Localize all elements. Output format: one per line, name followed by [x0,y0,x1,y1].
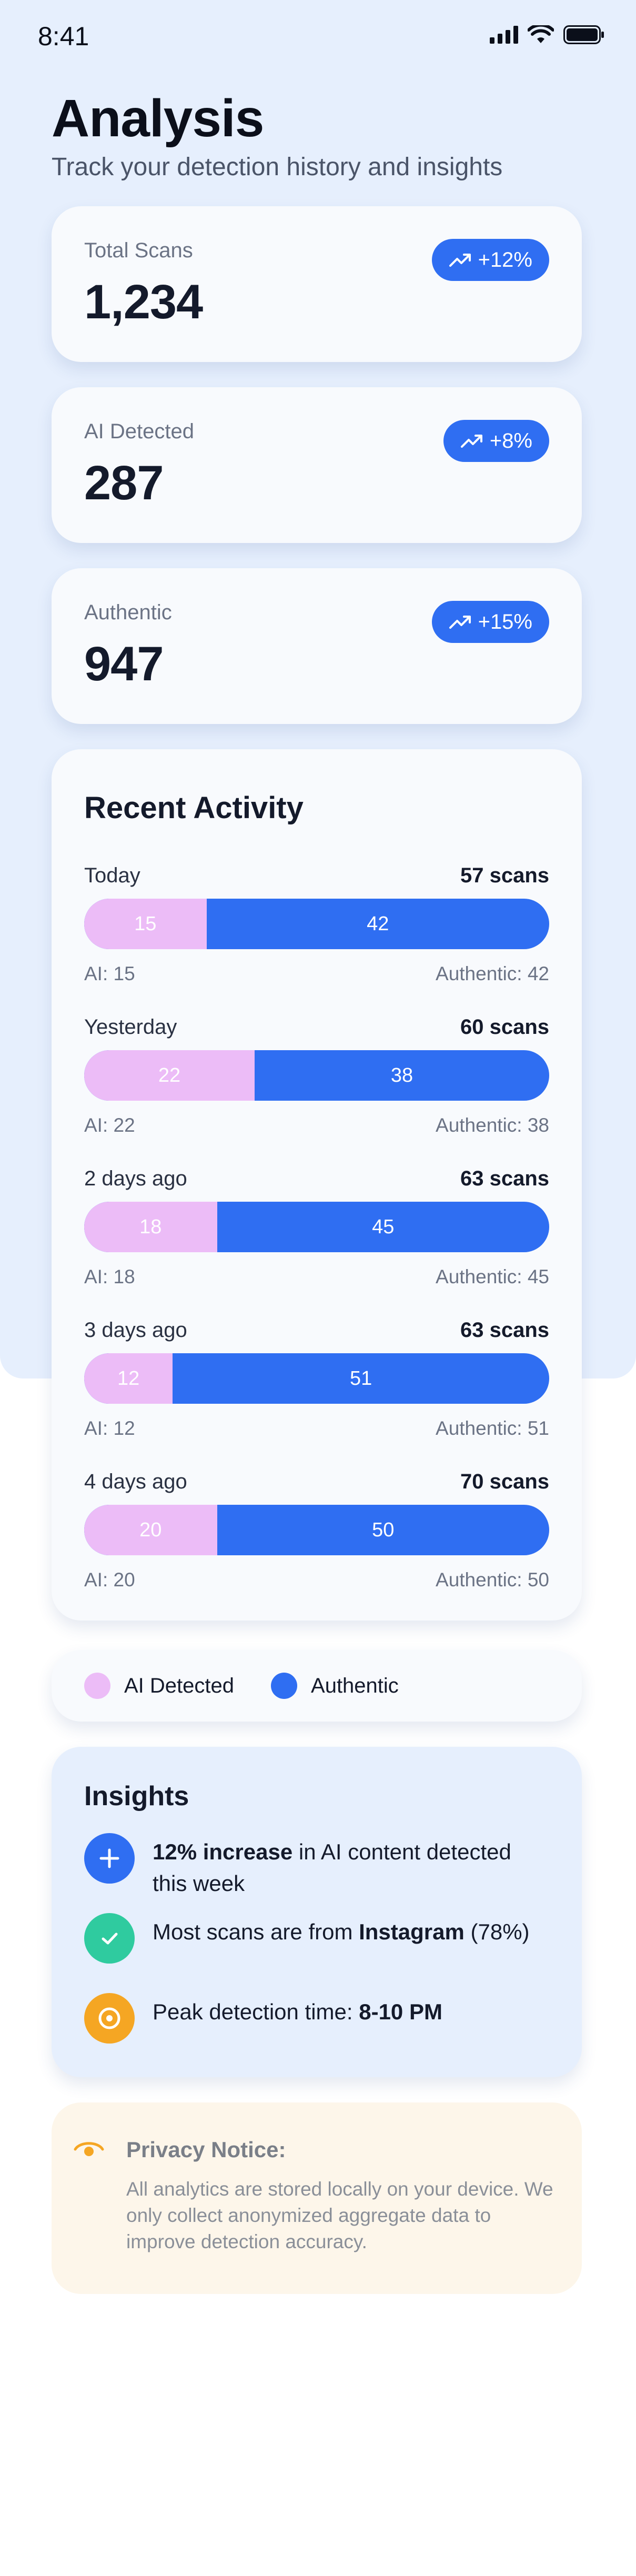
authentic-caption: Authentic: 38 [436,1114,549,1136]
privacy-notice-card: Privacy Notice: All analytics are stored… [52,2102,582,2294]
legend-authentic-label: Authentic [311,1674,399,1697]
recent-activity-card: Recent Activity Today 57 scans 15 42 AI:… [52,749,582,1621]
stat-value: 1,234 [84,275,203,329]
check-icon [84,1913,135,1964]
ai-caption: AI: 18 [84,1266,135,1287]
authentic-caption: Authentic: 51 [436,1417,549,1439]
stat-value: 287 [84,456,164,510]
activity-row[interactable]: 2 days ago 63 scans 18 45 AI: 18 Authent… [84,1167,549,1293]
activity-row[interactable]: Yesterday 60 scans 22 38 AI: 22 Authenti… [84,1015,549,1142]
authentic-segment: 50 [372,1518,395,1541]
activity-row[interactable]: 4 days ago 70 scans 20 50 AI: 20 Authent… [84,1470,549,1596]
recent-activity-title: Recent Activity [84,791,304,825]
insight-text: 12% increase in AI content detected this… [153,1839,511,1896]
trend-badge: +12% [431,239,549,281]
legend-ai-label: AI Detected [124,1674,235,1697]
status-icons [490,25,604,44]
eye-icon [74,2138,104,2163]
activity-total: 57 scans [460,864,549,887]
privacy-text: All analytics are stored locally on your… [126,2178,553,2252]
stat-value: 947 [84,637,164,691]
target-icon [84,1993,135,2044]
activity-total: 60 scans [460,1015,549,1039]
wifi-icon [528,25,554,43]
ai-segment: 15 [84,899,207,949]
activity-total: 63 scans [460,1167,549,1190]
activity-day-label: 3 days ago [84,1319,187,1342]
activity-row[interactable]: Today 57 scans 15 42 AI: 15 Authentic: 4… [84,864,549,990]
ai-caption: AI: 12 [84,1417,135,1439]
trend-up-icon [449,616,471,629]
ai-segment: 22 [84,1050,255,1101]
legend-ai: AI Detected [84,1673,234,1699]
activity-day-label: Today [84,864,140,887]
ai-dot-icon [84,1673,110,1699]
stat-card-ai-detected[interactable]: AI Detected 287 +8% [52,387,582,543]
trend-badge: +8% [443,420,549,462]
stat-label: AI Detected [84,420,195,443]
authentic-dot-icon [271,1673,298,1699]
activity-day-label: Yesterday [84,1015,177,1039]
battery-icon [563,25,604,44]
authentic-segment: 38 [390,1064,413,1086]
authentic-caption: Authentic: 45 [436,1266,549,1287]
activity-day-label: 2 days ago [84,1167,187,1190]
trend-up-icon [449,254,471,267]
legend-card: AI Detected Authentic [52,1650,582,1722]
ai-segment: 12 [84,1353,173,1404]
stat-card-authentic[interactable]: Authentic 947 +15% [52,568,582,724]
authentic-caption: Authentic: 50 [436,1569,549,1591]
stat-card-total-scans[interactable]: Total Scans 1,234 +12% [52,206,582,362]
authentic-segment: 45 [372,1215,395,1238]
activity-bar: 22 38 [84,1050,549,1101]
trend-badge: +15% [431,601,549,643]
status-bar: 8:41 [0,0,636,74]
insight-text: Most scans are from Instagram (78%) [153,1919,530,1944]
stat-label: Authentic [84,601,172,624]
page-title: Analysis [52,89,264,148]
trend-value: +8% [489,429,532,452]
trend-value: +12% [478,248,532,271]
ai-segment: 20 [84,1505,217,1555]
stat-label: Total Scans [84,239,193,262]
ai-caption: AI: 15 [84,963,135,984]
ai-segment: 18 [84,1202,217,1252]
page-subtitle: Track your detection history and insight… [52,153,503,181]
status-time: 8:41 [38,22,89,51]
activity-total: 70 scans [460,1470,549,1493]
insights-title: Insights [84,1781,189,1812]
activity-bar: 20 50 [84,1505,549,1555]
insights-card: Insights 12% increase in AI content dete… [52,1747,582,2077]
authentic-segment: 51 [350,1367,372,1390]
signal-icon [490,26,518,44]
trend-value: +15% [478,610,532,633]
activity-day-label: 4 days ago [84,1470,187,1493]
ai-caption: AI: 22 [84,1114,135,1136]
ai-caption: AI: 20 [84,1569,135,1591]
privacy-title: Privacy Notice: [126,2137,286,2162]
activity-bar: 18 45 [84,1202,549,1252]
activity-total: 63 scans [460,1319,549,1342]
trend-up-icon [460,435,482,448]
insight-text: Peak detection time: 8-10 PM [153,1999,442,2024]
activity-row[interactable]: 3 days ago 63 scans 12 51 AI: 12 Authent… [84,1319,549,1445]
activity-bar: 12 51 [84,1353,549,1404]
legend-authentic: Authentic [271,1673,399,1699]
authentic-segment: 42 [367,912,389,935]
activity-bar: 15 42 [84,899,549,949]
plus-icon [84,1833,135,1884]
authentic-caption: Authentic: 42 [436,963,549,984]
